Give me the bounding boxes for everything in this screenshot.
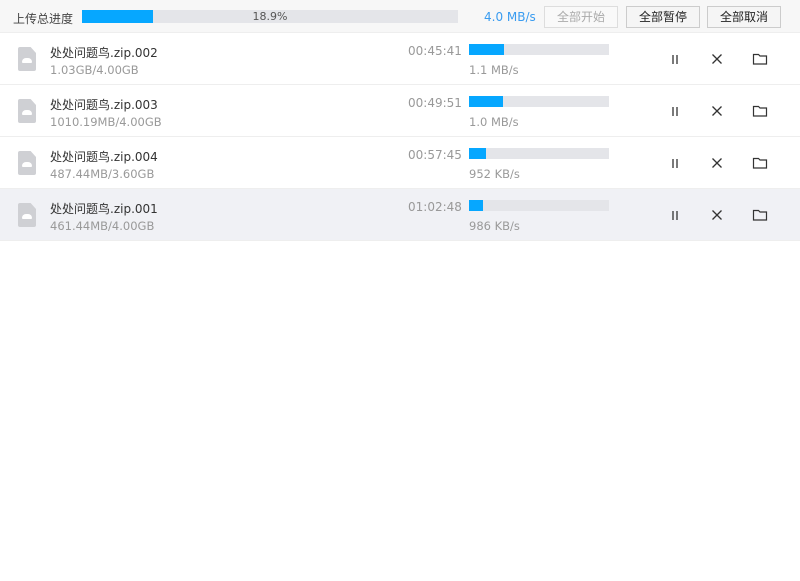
total-progress-bar: 18.9% (82, 10, 458, 23)
file-name: 处处问题鸟.zip.004 (50, 150, 158, 164)
total-progress-percent: 18.9% (252, 10, 288, 23)
pause-icon[interactable] (667, 51, 683, 67)
total-progress-label: 上传总进度 (13, 12, 74, 26)
time-remaining: 00:45:41 (408, 44, 462, 58)
close-icon[interactable] (709, 51, 725, 67)
cloud-file-icon (18, 151, 36, 175)
file-progress-bar (469, 96, 609, 107)
file-size: 1010.19MB/4.00GB (50, 115, 162, 129)
cloud-file-icon (18, 47, 36, 71)
file-name: 处处问题鸟.zip.001 (50, 202, 158, 216)
close-icon[interactable] (709, 103, 725, 119)
close-icon[interactable] (709, 207, 725, 223)
file-name: 处处问题鸟.zip.002 (50, 46, 158, 60)
file-size: 461.44MB/4.00GB (50, 219, 155, 233)
total-progress-fill (82, 10, 154, 23)
upload-row[interactable]: 处处问题鸟.zip.001 461.44MB/4.00GB 01:02:48 9… (0, 189, 800, 241)
time-remaining: 00:57:45 (408, 148, 462, 162)
folder-icon[interactable] (752, 207, 768, 223)
time-remaining: 00:49:51 (408, 96, 462, 110)
total-speed: 4.0 MB/s (484, 10, 536, 24)
cloud-file-icon (18, 99, 36, 123)
file-progress-fill (469, 96, 503, 107)
cloud-file-icon (18, 203, 36, 227)
cancel-all-button[interactable]: 全部取消 (707, 6, 781, 28)
pause-icon[interactable] (667, 207, 683, 223)
close-icon[interactable] (709, 155, 725, 171)
file-progress-fill (469, 148, 486, 159)
file-speed: 952 KB/s (469, 167, 520, 181)
folder-icon[interactable] (752, 51, 768, 67)
pause-icon[interactable] (667, 103, 683, 119)
file-progress-bar (469, 200, 609, 211)
file-speed: 986 KB/s (469, 219, 520, 233)
upload-row[interactable]: 处处问题鸟.zip.002 1.03GB/4.00GB 00:45:41 1.1… (0, 33, 800, 85)
file-progress-bar (469, 148, 609, 159)
upload-list: 处处问题鸟.zip.002 1.03GB/4.00GB 00:45:41 1.1… (0, 33, 800, 241)
folder-icon[interactable] (752, 155, 768, 171)
pause-icon[interactable] (667, 155, 683, 171)
file-progress-fill (469, 200, 483, 211)
pause-all-button[interactable]: 全部暂停 (626, 6, 700, 28)
file-progress-bar (469, 44, 609, 55)
file-progress-fill (469, 44, 504, 55)
file-name: 处处问题鸟.zip.003 (50, 98, 158, 112)
upload-row[interactable]: 处处问题鸟.zip.003 1010.19MB/4.00GB 00:49:51 … (0, 85, 800, 137)
file-size: 487.44MB/3.60GB (50, 167, 155, 181)
start-all-button[interactable]: 全部开始 (544, 6, 618, 28)
folder-icon[interactable] (752, 103, 768, 119)
time-remaining: 01:02:48 (408, 200, 462, 214)
upload-row[interactable]: 处处问题鸟.zip.004 487.44MB/3.60GB 00:57:45 9… (0, 137, 800, 189)
file-speed: 1.0 MB/s (469, 115, 519, 129)
upload-summary-bar: 上传总进度 18.9% 4.0 MB/s 全部开始 全部暂停 全部取消 (0, 0, 800, 33)
file-speed: 1.1 MB/s (469, 63, 519, 77)
file-size: 1.03GB/4.00GB (50, 63, 139, 77)
